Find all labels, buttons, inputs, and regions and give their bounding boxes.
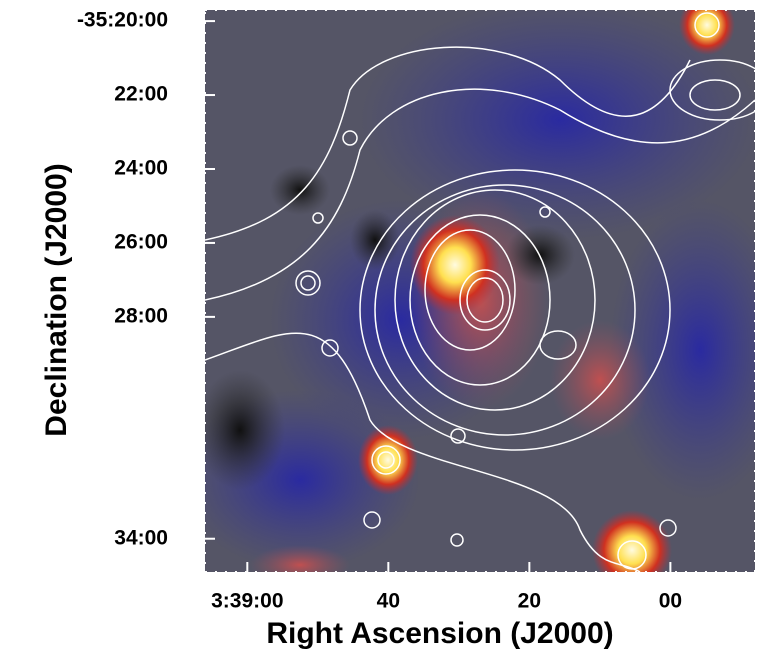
contours [205, 12, 755, 572]
sky-image [205, 10, 755, 572]
y-tick-label: 34:00 [114, 526, 168, 549]
y-tick-label: 24:00 [114, 157, 168, 180]
y-tick-label: 28:00 [114, 304, 168, 327]
x-tick-label: 20 [518, 590, 541, 613]
y-tick-label: 22:00 [114, 83, 168, 106]
x-tick-label: 40 [377, 590, 400, 613]
x-tick-label: 3:39:00 [211, 590, 283, 613]
y-tick-label: -35:20:00 [77, 9, 168, 32]
y-tick-label: 26:00 [114, 230, 168, 253]
plot-frame [204, 9, 756, 573]
x-tick-label: 00 [659, 590, 682, 613]
x-axis-label: Right Ascension (J2000) [266, 617, 613, 650]
y-axis-label: Declination (J2000) [40, 163, 73, 436]
